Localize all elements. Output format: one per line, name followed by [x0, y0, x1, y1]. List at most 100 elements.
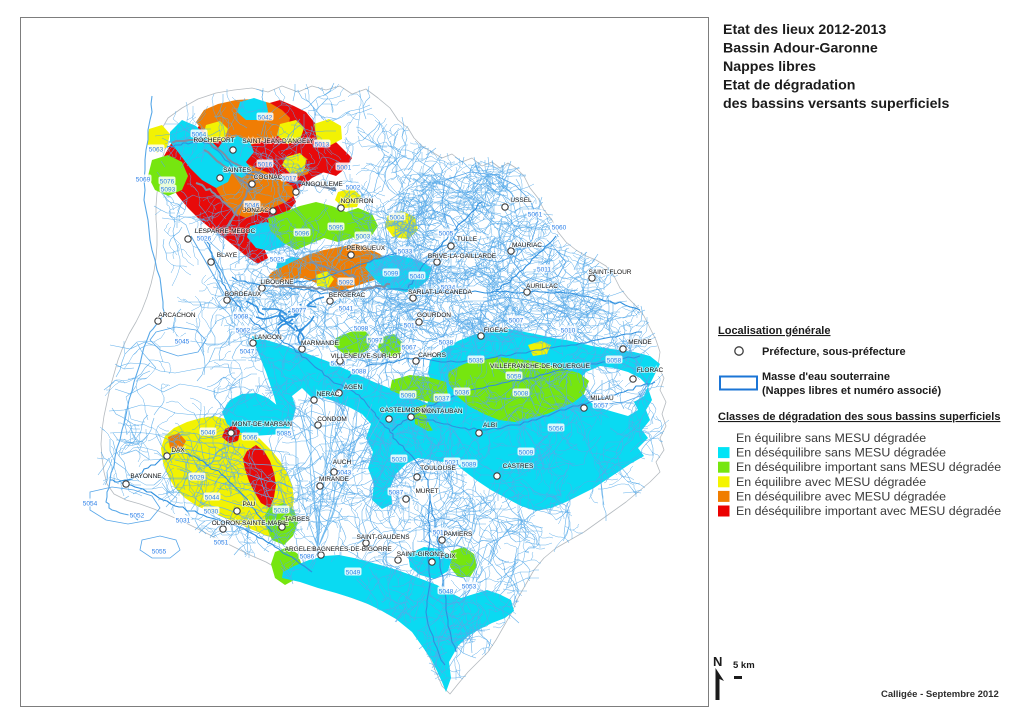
svg-text:5043: 5043 — [337, 470, 352, 477]
svg-text:5005: 5005 — [439, 231, 454, 238]
svg-text:5007: 5007 — [509, 318, 524, 325]
svg-text:TOULOUSE: TOULOUSE — [420, 465, 456, 472]
svg-text:FLORAC: FLORAC — [637, 367, 664, 374]
svg-text:5098: 5098 — [354, 326, 369, 333]
svg-text:5011: 5011 — [537, 267, 551, 274]
svg-text:SAINT-FLOUR: SAINT-FLOUR — [589, 269, 632, 276]
svg-text:Etat des lieux 2012-2013: Etat des lieux 2012-2013 — [723, 22, 886, 38]
svg-text:TULLE: TULLE — [457, 236, 478, 243]
svg-text:CASTELMORON: CASTELMORON — [380, 407, 431, 414]
svg-text:5020: 5020 — [392, 457, 407, 464]
svg-text:BAGNERES-DE-BIGORRE: BAGNERES-DE-BIGORRE — [312, 546, 392, 553]
svg-text:NERAC: NERAC — [317, 391, 340, 398]
svg-text:USSEL: USSEL — [510, 197, 532, 204]
svg-text:5088: 5088 — [352, 369, 367, 376]
svg-text:MONTAUBAN: MONTAUBAN — [421, 408, 462, 415]
svg-text:SAINTES: SAINTES — [223, 167, 251, 174]
svg-text:5052: 5052 — [130, 513, 145, 520]
svg-text:Préfecture, sous-préfecture: Préfecture, sous-préfecture — [762, 346, 906, 358]
svg-text:5077: 5077 — [292, 308, 307, 315]
svg-text:MILLAU: MILLAU — [590, 395, 614, 402]
svg-text:5096: 5096 — [295, 231, 310, 238]
svg-text:5089: 5089 — [462, 462, 477, 469]
svg-text:En déséquilibre sans MESU dégr: En déséquilibre sans MESU dégradée — [736, 446, 946, 460]
svg-text:5036: 5036 — [455, 390, 470, 397]
svg-text:5048: 5048 — [439, 589, 454, 596]
svg-text:AUCH: AUCH — [333, 459, 352, 466]
svg-text:5085: 5085 — [277, 431, 292, 438]
svg-text:LANGON: LANGON — [254, 334, 282, 341]
svg-text:5054: 5054 — [83, 501, 98, 508]
svg-text:5044: 5044 — [205, 495, 220, 502]
svg-text:BORDEAUX: BORDEAUX — [225, 291, 262, 298]
svg-text:En équilibre avec MESU dégradé: En équilibre avec MESU dégradée — [736, 475, 926, 489]
svg-text:5046: 5046 — [245, 203, 260, 210]
svg-text:PERIGUEUX: PERIGUEUX — [347, 245, 386, 252]
svg-text:PAMIERS: PAMIERS — [444, 531, 473, 538]
svg-text:PAU: PAU — [243, 501, 256, 508]
svg-text:5021: 5021 — [445, 460, 460, 467]
svg-text:COGNAC: COGNAC — [254, 174, 283, 181]
svg-text:JONZAC: JONZAC — [243, 207, 269, 214]
svg-text:5069: 5069 — [136, 177, 151, 184]
svg-text:5064: 5064 — [192, 132, 207, 139]
svg-text:5010: 5010 — [561, 328, 576, 335]
svg-text:5041: 5041 — [339, 306, 354, 313]
svg-text:5059: 5059 — [507, 374, 522, 381]
svg-text:SARLAT-LA-CANEDA: SARLAT-LA-CANEDA — [408, 289, 472, 296]
svg-text:5013: 5013 — [315, 142, 330, 149]
svg-text:5016: 5016 — [258, 162, 273, 169]
svg-text:AGEN: AGEN — [344, 384, 363, 391]
svg-text:5 km: 5 km — [733, 660, 755, 671]
svg-text:ARGELES: ARGELES — [285, 546, 316, 553]
svg-text:5093: 5093 — [161, 187, 176, 194]
svg-text:NONTRON: NONTRON — [341, 198, 374, 205]
svg-text:5046: 5046 — [201, 430, 216, 437]
svg-text:5060: 5060 — [552, 225, 567, 232]
svg-text:5092: 5092 — [339, 280, 354, 287]
svg-text:5034: 5034 — [441, 285, 456, 292]
svg-text:SAINT-GIRONS: SAINT-GIRONS — [397, 551, 444, 558]
svg-text:BAYONNE: BAYONNE — [130, 473, 162, 480]
svg-text:ARCACHON: ARCACHON — [158, 312, 196, 319]
svg-text:Classes de dégradation des sou: Classes de dégradation des sous bassins … — [718, 411, 1000, 423]
svg-text:5051: 5051 — [214, 540, 229, 547]
svg-text:SAINT-GAUDENS: SAINT-GAUDENS — [356, 534, 410, 541]
svg-text:5042: 5042 — [258, 115, 273, 122]
svg-text:5004: 5004 — [390, 215, 405, 222]
svg-text:5056: 5056 — [549, 426, 564, 433]
svg-text:CAHORS: CAHORS — [418, 352, 446, 359]
svg-text:AURILLAC: AURILLAC — [526, 283, 558, 290]
svg-text:5062: 5062 — [236, 328, 251, 335]
svg-text:5003: 5003 — [356, 234, 371, 241]
svg-text:SAINT-JEAN-D'ANGELY: SAINT-JEAN-D'ANGELY — [242, 138, 314, 145]
svg-text:5029: 5029 — [190, 475, 205, 482]
svg-text:5097: 5097 — [368, 338, 383, 345]
svg-text:5045: 5045 — [175, 339, 190, 346]
svg-text:ROCHEFORT: ROCHEFORT — [193, 137, 234, 144]
svg-text:FOIX: FOIX — [440, 553, 456, 560]
svg-text:5095: 5095 — [329, 225, 344, 232]
svg-text:En déséquilibre important sans: En déséquilibre important sans MESU dégr… — [736, 460, 1001, 474]
svg-text:FIGEAC: FIGEAC — [484, 327, 509, 334]
svg-text:Etat de dégradation: Etat de dégradation — [723, 78, 855, 94]
svg-text:5053: 5053 — [462, 584, 477, 591]
svg-text:5040: 5040 — [410, 274, 425, 281]
svg-text:5031: 5031 — [176, 518, 191, 525]
svg-text:N: N — [713, 654, 722, 669]
svg-text:5057: 5057 — [594, 403, 609, 410]
svg-text:5017: 5017 — [282, 176, 297, 183]
svg-text:5087: 5087 — [389, 490, 404, 497]
svg-text:LIBOURNE: LIBOURNE — [260, 279, 294, 286]
svg-text:Localisation générale: Localisation générale — [718, 325, 830, 337]
svg-text:5030: 5030 — [204, 509, 219, 516]
svg-text:5038: 5038 — [439, 340, 454, 347]
svg-text:5025: 5025 — [270, 257, 285, 264]
svg-text:5049: 5049 — [346, 570, 361, 577]
svg-text:5037: 5037 — [435, 396, 450, 403]
svg-text:En déséquilibre important avec: En déséquilibre important avec MESU dégr… — [736, 504, 1001, 518]
svg-text:VILLEFRANCHE-DE-ROUERGUE: VILLEFRANCHE-DE-ROUERGUE — [490, 363, 591, 370]
svg-text:En équilibre sans MESU dégradé: En équilibre sans MESU dégradée — [736, 431, 926, 445]
svg-text:5099: 5099 — [384, 271, 399, 278]
svg-text:ANGOULEME: ANGOULEME — [301, 181, 343, 188]
